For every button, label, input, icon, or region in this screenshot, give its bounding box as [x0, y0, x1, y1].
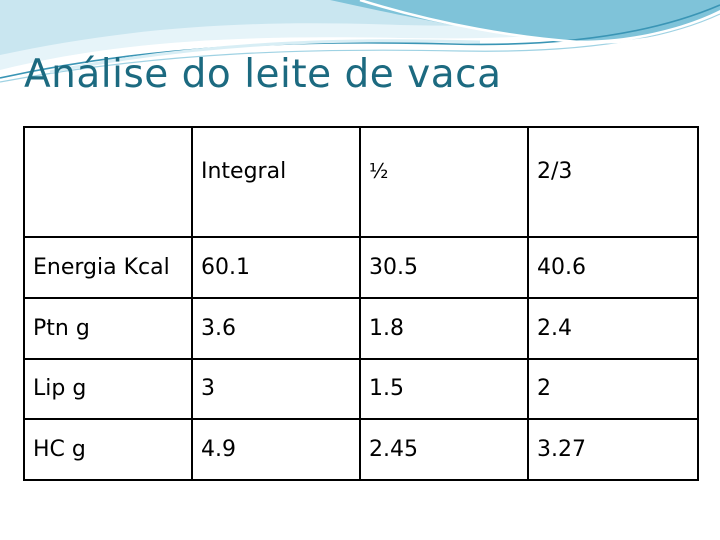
slide-title: Análise do leite de vaca — [24, 52, 502, 97]
header-cell-integral: Integral — [191, 125, 361, 239]
table-row: HC g 4.9 2.45 3.27 — [23, 418, 699, 481]
table-cell: 2 — [527, 357, 699, 421]
table-cell: 3.27 — [527, 418, 699, 481]
table-cell: 60.1 — [191, 236, 361, 299]
table-cell: 30.5 — [359, 236, 529, 299]
table-cell: 3.6 — [191, 296, 361, 360]
table-cell: 2.4 — [527, 296, 699, 360]
table-cell: 2.45 — [359, 418, 529, 481]
table-cell: 1.8 — [359, 296, 529, 360]
header-swoosh-decoration — [0, 0, 720, 83]
table-row: Ptn g 3.6 1.8 2.4 — [23, 296, 699, 360]
table-header-row: Integral ½ 2/3 — [23, 125, 699, 239]
table-cell: 1.5 — [359, 357, 529, 421]
row-label: HC g — [23, 418, 193, 481]
header-cell-half: ½ — [359, 125, 529, 239]
table-row: Lip g 3 1.5 2 — [23, 357, 699, 421]
row-label: Lip g — [23, 357, 193, 421]
header-cell-two-thirds: 2/3 — [527, 125, 699, 239]
row-label: Energia Kcal — [23, 236, 193, 299]
table-cell: 4.9 — [191, 418, 361, 481]
table-cell: 40.6 — [527, 236, 699, 299]
header-cell-empty — [23, 125, 193, 239]
milk-analysis-table: Integral ½ 2/3 Energia Kcal 60.1 30.5 40… — [23, 125, 699, 481]
table-cell: 3 — [191, 357, 361, 421]
row-label: Ptn g — [23, 296, 193, 360]
table-row: Energia Kcal 60.1 30.5 40.6 — [23, 236, 699, 299]
